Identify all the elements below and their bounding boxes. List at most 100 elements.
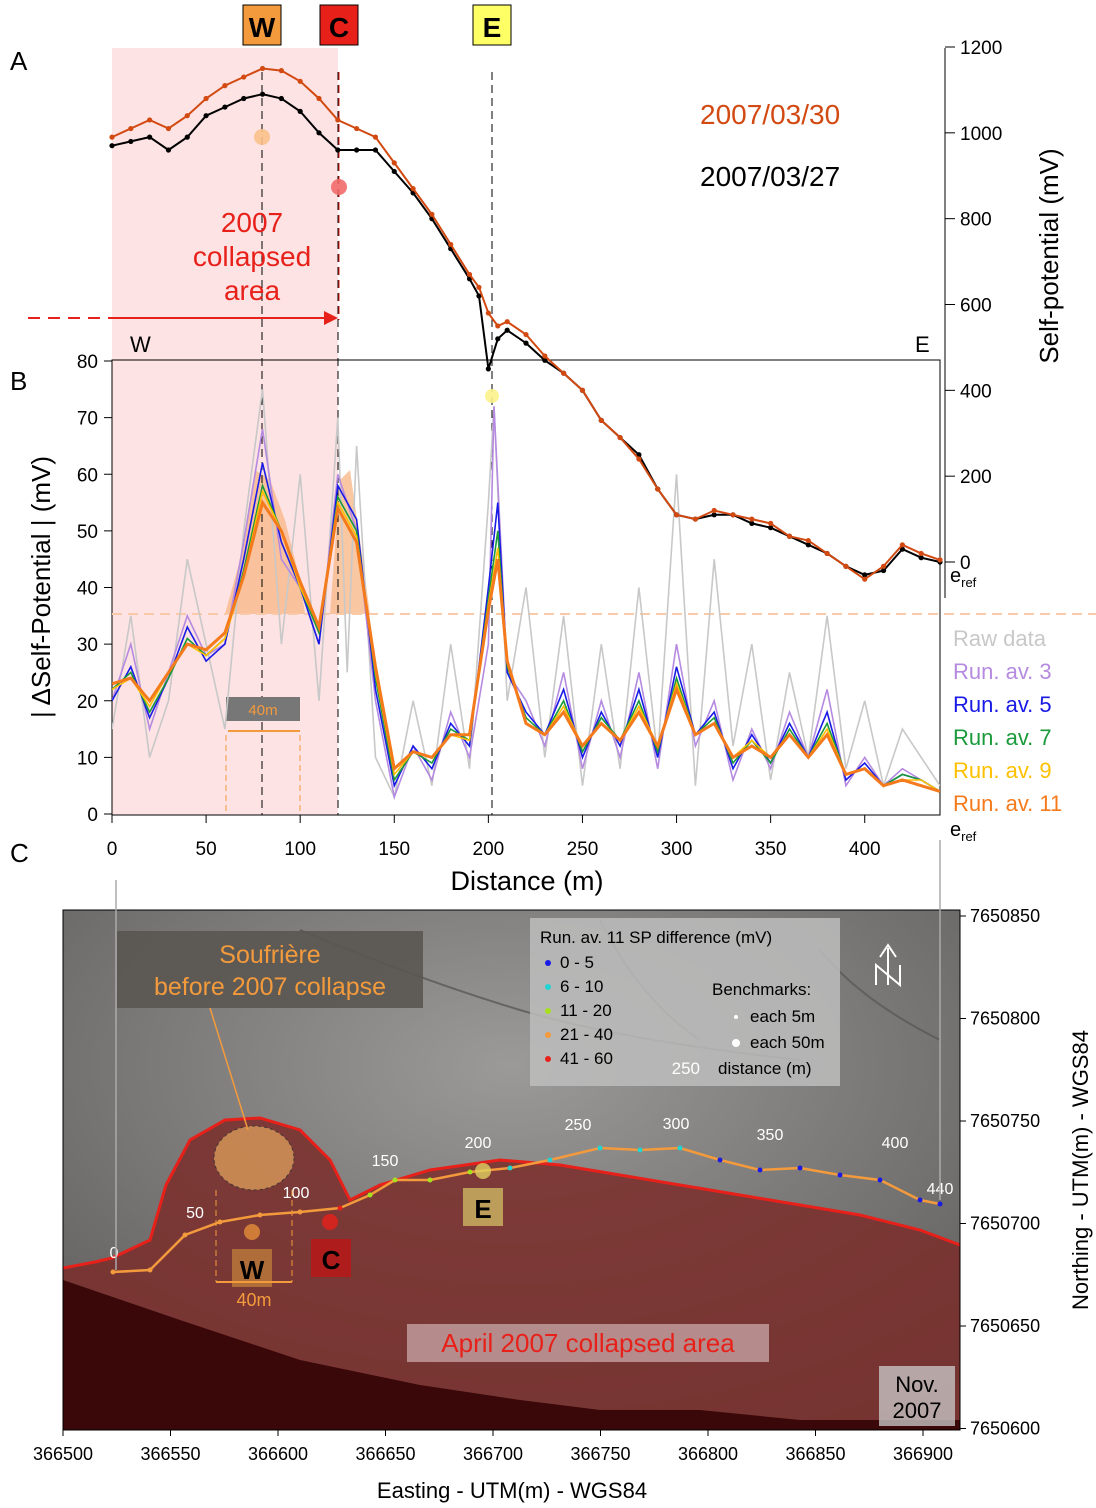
axis-b-ytitle: | ΔSelf-Potential | (mV) xyxy=(26,456,56,718)
series-a-1-point xyxy=(147,134,153,140)
series-a-0-point xyxy=(147,117,153,123)
dark-lower xyxy=(63,1280,960,1430)
series-a-0-point xyxy=(372,134,379,140)
series-a-1-point xyxy=(523,340,529,346)
span-40m-box xyxy=(226,697,300,721)
axis-b-xtick-label: 200 xyxy=(473,839,505,860)
series-a-0-point xyxy=(495,323,501,329)
map-legend-bench-5 xyxy=(734,1015,738,1019)
series-a-1-point xyxy=(711,512,717,518)
legend-a-0327: 2007/03/27 xyxy=(700,161,840,192)
series-a-0-point xyxy=(128,125,134,132)
series-a-0-point xyxy=(636,456,642,462)
map-benchmark xyxy=(717,1157,723,1163)
axis-a-tick-label: 800 xyxy=(960,210,992,231)
map-benchmark xyxy=(337,1205,343,1211)
panel-label-b: B xyxy=(10,366,27,396)
series-a-1-point xyxy=(184,134,190,140)
map-distance-label: 100 xyxy=(283,1185,310,1202)
legend-b-item: Raw data xyxy=(953,626,1047,651)
map-distance-label: 150 xyxy=(372,1153,399,1170)
series-a-0-point xyxy=(335,117,341,123)
map-benchmark xyxy=(147,1267,153,1273)
dot-c xyxy=(331,179,347,195)
map-distance-label: 200 xyxy=(465,1135,492,1152)
map-legend-swatch xyxy=(545,984,551,990)
series-a-0-point xyxy=(259,65,266,72)
legend-a-0330: 2007/03/30 xyxy=(700,99,840,130)
series-a-0-point xyxy=(297,78,303,84)
map-benchmark xyxy=(597,1145,603,1151)
panel-a-series xyxy=(109,65,943,582)
series-a-0-point xyxy=(109,134,115,140)
map-xtick-label: 366600 xyxy=(248,1444,308,1464)
panel-b-series xyxy=(112,389,940,800)
axis-b-xtick-label: 0 xyxy=(107,839,118,860)
map-xtick-label: 366900 xyxy=(893,1444,953,1464)
series-a-0-point xyxy=(542,353,548,359)
series-a-1-point xyxy=(222,104,228,110)
svg-text:W: W xyxy=(249,12,276,43)
axis-a-tick-label: 600 xyxy=(960,296,992,317)
map-benchmark xyxy=(427,1177,433,1183)
eref-a: eref xyxy=(950,565,977,590)
series-a-0-point xyxy=(843,563,849,569)
map-legend-bench: each 5m xyxy=(750,1007,815,1026)
map-benchmark xyxy=(797,1165,803,1171)
map-axes: 366500 366550 366600 366650 366700 366750 3668… xyxy=(33,906,1040,1464)
legend-b-item: Run. av. 7 xyxy=(953,725,1052,750)
map-frame xyxy=(62,909,961,1431)
map-benchmark xyxy=(837,1172,843,1178)
map-marker-w: W xyxy=(232,1224,272,1287)
axis-b-ytick-label: 30 xyxy=(77,635,98,656)
series-a-0-point xyxy=(485,310,491,316)
map-ytick-label: 7650800 xyxy=(970,1009,1040,1029)
map-xtick-label: 366650 xyxy=(355,1444,415,1464)
axis-b-xtick-label: 50 xyxy=(196,839,217,860)
map-xtick-label: 366750 xyxy=(570,1444,630,1464)
map-benchmark xyxy=(547,1157,553,1163)
series-a-1-point xyxy=(259,91,266,97)
map-benchmark xyxy=(677,1145,683,1151)
marker-w-box: W xyxy=(242,4,282,46)
map-benchmark xyxy=(110,1269,116,1275)
series-a-1-point xyxy=(485,366,491,372)
map-y-title: Northing - UTM(m) - WGS84 xyxy=(1068,1030,1093,1310)
series-a-1-point xyxy=(768,525,774,531)
series-a-0-point xyxy=(391,160,397,166)
series-a-0-point xyxy=(824,550,830,557)
map-legend-bench-num: 250 xyxy=(672,1059,700,1078)
series-a-0-point xyxy=(316,95,322,102)
date-stamp-line2: 2007 xyxy=(893,1398,942,1423)
collapsed-line2: collapsed xyxy=(193,241,311,272)
map-ytick-label: 7650750 xyxy=(970,1111,1040,1131)
map-benchmark xyxy=(182,1232,188,1238)
north-arrow xyxy=(875,943,901,988)
series-a-0-point xyxy=(711,507,717,514)
axis-a-tick-label: 0 xyxy=(960,553,971,574)
map-legend-title: Run. av. 11 SP difference (mV) xyxy=(540,928,772,947)
map-span-label: 40m xyxy=(236,1290,271,1310)
soufriere-box xyxy=(117,931,423,1008)
axis-b-ytick-label: 50 xyxy=(77,522,98,543)
series-a-1-point xyxy=(372,147,379,153)
svg-text:C: C xyxy=(322,1245,341,1275)
map-legend-swatch xyxy=(545,1008,551,1014)
map-distance-label: 300 xyxy=(663,1116,690,1133)
axis-a-ticks: 0 200 400 600 800 1000 1200 xyxy=(945,38,1002,574)
series-b-1-line xyxy=(112,406,940,800)
collapse-label: April 2007 collapsed area xyxy=(441,1328,735,1358)
series-b-5-line xyxy=(112,498,940,793)
series-a-0-point xyxy=(561,370,567,376)
soufriere-line2: before 2007 collapse xyxy=(154,973,386,1001)
svg-text:E: E xyxy=(474,1194,491,1224)
panel-label-a: A xyxy=(10,46,28,76)
series-a-0-point xyxy=(805,537,811,544)
map-legend-bin: 11 - 20 xyxy=(560,1001,612,1020)
series-a-0-point xyxy=(523,331,529,338)
series-a-0-point xyxy=(278,68,284,74)
map-marker-e: E xyxy=(463,1163,503,1226)
map-x-title: Easting - UTM(m) - WGS84 xyxy=(377,1478,647,1503)
map-benchmark xyxy=(217,1219,223,1225)
series-a-0-point xyxy=(448,241,454,248)
